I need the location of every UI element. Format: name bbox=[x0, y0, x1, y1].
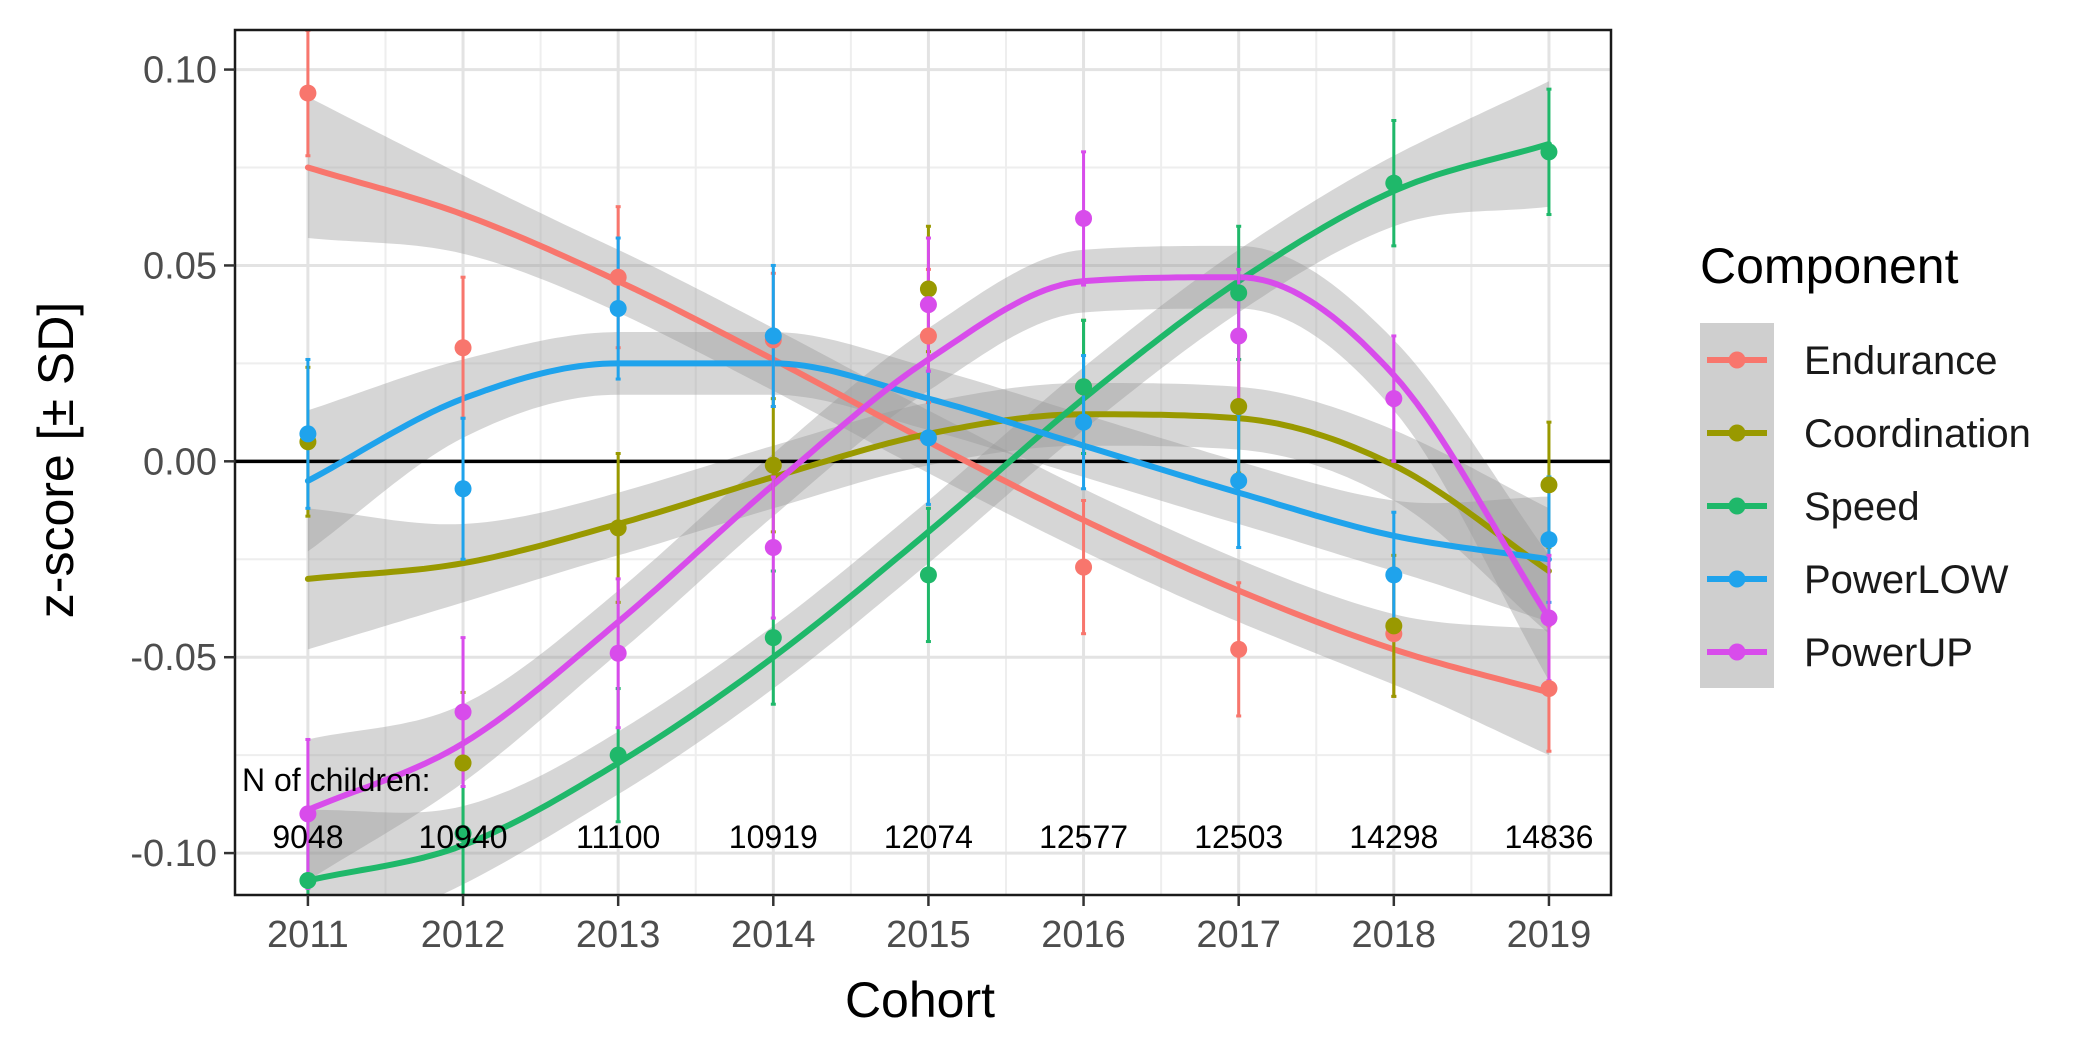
x-tick-label: 2018 bbox=[1352, 914, 1437, 956]
y-tick-label: 0.10 bbox=[143, 50, 217, 92]
data-point-speed bbox=[454, 824, 472, 842]
x-axis-title: Cohort bbox=[845, 972, 995, 1028]
data-point-powerlow bbox=[1230, 472, 1248, 490]
y-tick-label: 0.05 bbox=[143, 245, 217, 287]
legend-key-point bbox=[1728, 424, 1746, 442]
data-point-endurance bbox=[1540, 680, 1558, 698]
x-tick-label: 2014 bbox=[731, 914, 816, 956]
data-point-powerlow bbox=[764, 327, 782, 345]
data-point-powerup bbox=[1385, 390, 1403, 408]
x-tick-label: 2012 bbox=[421, 914, 506, 956]
plot-panel: N of children: 9048 10940 11100 10919 12074 12… bbox=[233, 28, 1613, 897]
y-tick-label: -0.10 bbox=[130, 833, 217, 875]
data-point-endurance bbox=[1075, 558, 1093, 576]
data-point-coordination bbox=[764, 456, 782, 474]
data-point-endurance bbox=[609, 268, 627, 286]
data-point-speed bbox=[1075, 378, 1093, 396]
n-children-count: 9048 bbox=[272, 819, 343, 855]
n-children-count: 12074 bbox=[884, 819, 973, 855]
n-children-count: 12503 bbox=[1194, 819, 1283, 855]
legend-item-label: Speed bbox=[1804, 485, 1920, 529]
data-point-speed bbox=[1385, 174, 1403, 192]
data-point-powerup bbox=[299, 805, 317, 823]
legend-key-point bbox=[1728, 570, 1746, 588]
x-tick-label: 2011 bbox=[267, 914, 349, 956]
y-tick-label: -0.05 bbox=[130, 637, 217, 679]
legend-key-point bbox=[1728, 497, 1746, 515]
data-point-speed bbox=[764, 629, 782, 647]
data-point-coordination bbox=[919, 280, 937, 298]
n-children-count: 14298 bbox=[1349, 819, 1438, 855]
data-point-powerup bbox=[1230, 327, 1248, 345]
data-point-endurance bbox=[1230, 640, 1248, 658]
n-children-count: 10940 bbox=[419, 819, 508, 855]
legend-item-label: PowerUP bbox=[1804, 631, 1973, 675]
data-point-speed bbox=[299, 872, 317, 890]
legend-key-point bbox=[1728, 643, 1746, 661]
plot-area: N of children: 9048 10940 11100 10919 12074 12… bbox=[235, 30, 1611, 895]
data-point-coordination bbox=[1385, 617, 1403, 635]
legend: Component Endurance Coordination Speed Powe… bbox=[1700, 238, 2031, 688]
data-point-endurance bbox=[454, 339, 472, 357]
x-tick-label: 2019 bbox=[1507, 914, 1592, 956]
data-point-speed bbox=[919, 566, 937, 584]
data-point-endurance bbox=[919, 327, 937, 345]
data-point-powerlow bbox=[1385, 566, 1403, 584]
y-axis: 0.10 0.05 0.00 -0.05 -0.10 bbox=[130, 50, 235, 875]
data-point-powerlow bbox=[1075, 413, 1093, 431]
n-children-label: N of children: bbox=[242, 762, 431, 798]
x-tick-label: 2013 bbox=[576, 914, 661, 956]
data-point-powerup bbox=[1075, 209, 1093, 227]
y-axis-title: z-score [± SD] bbox=[28, 302, 84, 618]
legend-item-label: Coordination bbox=[1804, 412, 2031, 456]
data-point-speed bbox=[1230, 284, 1248, 302]
data-point-powerlow bbox=[919, 429, 937, 447]
data-point-powerup bbox=[1540, 609, 1558, 627]
n-children-count: 11100 bbox=[576, 819, 660, 855]
data-point-coordination bbox=[1540, 476, 1558, 494]
n-children-count: 14836 bbox=[1504, 819, 1593, 855]
x-tick-label: 2015 bbox=[886, 914, 971, 956]
legend-item-label: PowerLOW bbox=[1804, 558, 2009, 602]
data-point-coordination bbox=[1230, 397, 1248, 415]
data-point-powerlow bbox=[1540, 531, 1558, 549]
y-tick-label: 0.00 bbox=[143, 441, 217, 483]
x-tick-label: 2016 bbox=[1041, 914, 1126, 956]
n-children-count: 12577 bbox=[1039, 819, 1128, 855]
data-point-powerlow bbox=[609, 300, 627, 318]
data-point-powerup bbox=[454, 703, 472, 721]
legend-key-point bbox=[1728, 351, 1746, 369]
data-point-speed bbox=[609, 746, 627, 764]
data-point-powerlow bbox=[299, 425, 317, 443]
data-point-powerup bbox=[919, 296, 937, 314]
data-point-endurance bbox=[299, 84, 317, 102]
data-point-powerup bbox=[609, 644, 627, 662]
x-tick-label: 2017 bbox=[1196, 914, 1281, 956]
data-point-powerup bbox=[764, 539, 782, 557]
n-children-count: 10919 bbox=[729, 819, 818, 855]
data-point-coordination bbox=[454, 754, 472, 772]
data-point-powerlow bbox=[454, 480, 472, 498]
legend-item-label: Endurance bbox=[1804, 339, 1997, 383]
data-point-coordination bbox=[609, 519, 627, 537]
x-axis: 2011 2012 2013 2014 2015 2016 2017 2018 2019 bbox=[267, 895, 1591, 956]
legend-title: Component bbox=[1700, 238, 1959, 294]
data-point-speed bbox=[1540, 143, 1558, 161]
